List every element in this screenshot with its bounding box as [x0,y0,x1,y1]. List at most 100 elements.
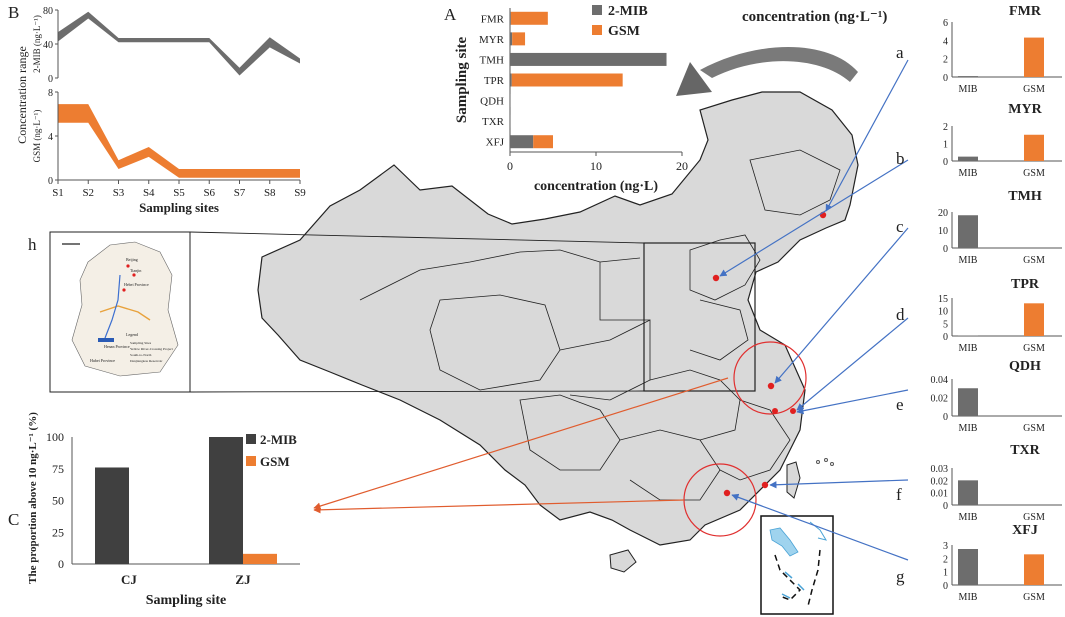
point-txr [761,481,769,489]
small-chart-x-label: GSM [1023,592,1045,603]
small-chart-y-tick-label: 0 [943,332,948,343]
C-bar-2-MIB-CJ [95,467,129,564]
small-chart-y-tick-label: 5 [943,319,948,330]
A-bar-GSM-XFJ [533,135,553,149]
small-chart-x-label: GSM [1023,343,1045,354]
small-chart-x-label: GSM [1023,423,1045,434]
A-legend-swatch-GSM [592,25,602,35]
small-chart-y-tick-label: 4 [943,36,948,47]
C-y-tick-label: 75 [52,462,64,476]
small-chart-x-label: MIB [959,343,978,354]
cj-region-circle [733,341,807,415]
small-chart-y-tick-label: 0.04 [931,375,949,386]
A-x-tick-label: 20 [676,159,688,173]
svg-text:Henan Province: Henan Province [104,344,130,349]
letter-A: A [444,5,457,24]
small-chart-title: FMR [1009,4,1042,19]
small-chart-y-tick-label: 1 [943,140,948,151]
small-chart-bar-GSM [1024,37,1044,77]
chart-B: 0 40 802-MIB (ng·L⁻¹) 0 4 8 GSM (ng·L⁻¹) S1 S2 S3… [15,6,306,215]
point-qdh [772,408,778,414]
connector-arrows [313,59,909,561]
small-chart-title: TPR [1011,277,1040,292]
chart-C: 0 25 50 75 100 CJ ZJ Sampling site The proportio… [27,412,300,608]
arrow-d [796,317,909,411]
small-chart-y-tick-label: 0 [943,581,948,592]
small-chart-x-label: MIB [959,512,978,523]
A-category-label: FMR [481,13,505,25]
B-x-tick-label: S2 [82,187,94,199]
svg-text:Legend: Legend [126,332,138,337]
small-chart-x-label: GSM [1023,512,1045,523]
letter-B: B [8,3,19,22]
letter-C: C [8,510,19,529]
B-x-tick-label: S1 [52,187,64,199]
A-category-label: TMH [480,54,505,66]
point-qdh-2 [790,408,796,414]
curved-arrow-head [676,62,712,96]
letter-c: c [896,217,904,236]
C-bar-GSM-ZJ [243,553,277,564]
letter-b: b [896,149,905,168]
small-chart-y-tick-label: 10 [938,226,948,237]
small-chart-y-tick-label: 0 [943,73,948,84]
small-chart-bar-MIB [958,388,978,416]
B-x-tick-label: S3 [113,187,125,199]
A-bar-2-MIB-XFJ [510,135,534,149]
small-chart-bar-MIB [958,76,978,77]
A-category-label: XFJ [486,137,505,149]
B-gsm-y-tick-label: 8 [48,88,53,99]
small-chart-y-tick-label: 0.03 [931,464,949,475]
A-category-label: MYR [479,34,505,46]
B-x-tick-label: S6 [203,187,215,199]
A-bar-2-MIB-TPR [510,73,512,87]
small-chart-c: TMH 0 10 20 MIB GSM [938,189,1062,266]
small-chart-e: QDH 0 0.02 0.04 MIB GSM [931,359,1062,434]
small-chart-bar-MIB [958,335,978,336]
small-chart-bar-MIB [958,215,978,248]
C-legend-label: GSM [260,454,290,469]
C-y-tick-label: 100 [46,430,64,444]
A-x-label: concentration (ng·L) [534,179,658,194]
panel-h-inset: Beijing Tianjin Hebei Province Henan Pro… [49,231,191,393]
small-chart-bar-MIB [958,480,978,505]
letter-d: d [896,305,905,324]
small-chart-title: TXR [1010,443,1040,458]
small-chart-y-tick-label: 3 [943,541,948,552]
svg-text:Tianjin: Tianjin [130,268,141,273]
point-tpr [767,382,775,390]
arrow-f [769,479,909,489]
small-chart-y-tick-label: 20 [938,208,948,219]
A-bar-GSM-TPR [511,73,623,87]
small-chart-bar-GSM [1024,554,1044,585]
small-chart-g: XFJ 0 1 2 3 MIB GSM [943,523,1062,603]
B-x-label: Sampling sites [139,200,219,215]
A-legend-label: 2-MIB [608,4,648,19]
small-chart-x-label: MIB [959,168,978,179]
small-chart-y-tick-label: 0 [943,157,948,168]
small-chart-title: XFJ [1012,523,1038,538]
C-y-tick-label: 25 [52,525,64,539]
small-chart-y-tick-label: 0 [943,244,948,255]
small-chart-title: TMH [1008,189,1042,204]
small-chart-y-tick-label: 6 [943,18,948,29]
C-y-tick-label: 0 [58,557,64,571]
C-x-label: Sampling site [146,593,227,608]
A-x-tick-label: 10 [590,159,602,173]
small-chart-bar-GSM [1024,134,1044,161]
small-chart-x-label: MIB [959,423,978,434]
svg-text:Hebei Province: Hebei Province [124,282,149,287]
arrow-a [825,59,909,212]
letter-e: e [896,395,904,414]
B-x-tick-label: S9 [294,187,306,199]
A-bar-GSM-FMR [510,11,548,25]
A-category-label: TXR [482,116,505,128]
arrow-c [774,227,909,384]
B-gsm-y-tick-label: 0 [48,176,53,187]
letter-f: f [896,485,902,504]
B-gsm-band [58,104,300,178]
small-chart-y-tick-label: 0 [943,412,948,423]
taiwan-island [786,461,801,499]
